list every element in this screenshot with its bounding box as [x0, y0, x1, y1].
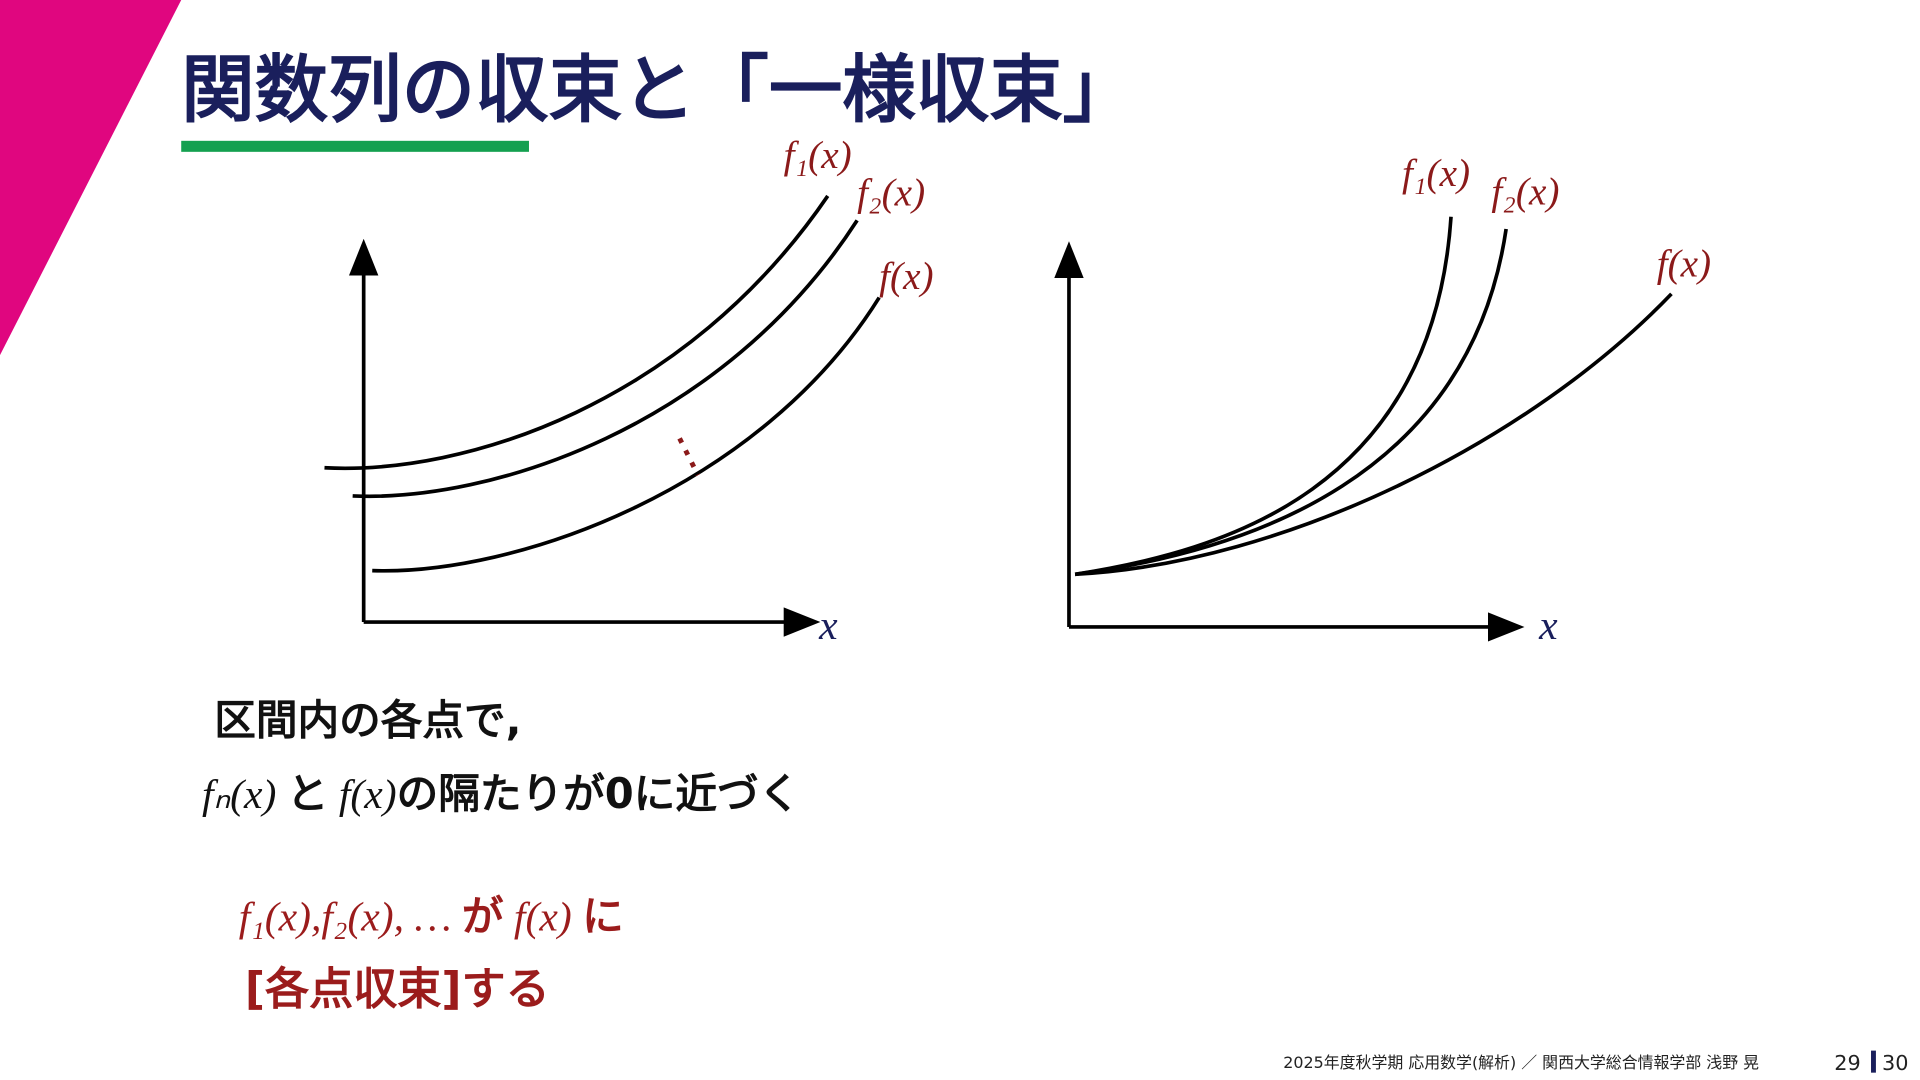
label-f: f(x)	[1657, 243, 1711, 286]
text: に	[582, 892, 624, 941]
title: 関数列の収束と「一様収束」	[181, 48, 1136, 133]
page-total: 30	[1882, 1051, 1908, 1075]
text: の隔たりが0に近づく	[397, 769, 801, 818]
body-line2: fₙ(x) と f(x)の隔たりが0に近づく	[202, 769, 800, 818]
page-separator	[1871, 1050, 1876, 1073]
x-label: x	[1538, 603, 1558, 649]
f-label: f(x)	[339, 772, 397, 818]
corner-decoration	[0, 0, 182, 356]
label-f2: f₂(x)	[1491, 170, 1559, 213]
conclusion-line1: f₁(x),f₂(x), … が f(x) に	[239, 892, 624, 941]
page-number: 29	[1834, 1051, 1860, 1075]
fn-label: fₙ(x)	[202, 772, 276, 818]
label-f1: f₁(x)	[1402, 152, 1470, 195]
text: と	[287, 769, 329, 818]
text: が	[462, 892, 504, 941]
f-label: f(x)	[514, 895, 572, 941]
label-f1: f₁(x)	[784, 134, 852, 177]
ellipsis-dots	[677, 437, 701, 477]
footer-text: 2025年度秋学期 応用数学(解析) ／ 関西大学総合情報学部 浅野 晃	[1283, 1053, 1759, 1072]
label-f: f(x)	[879, 255, 933, 298]
curve-f	[1075, 292, 1673, 577]
body-line1: 区間内の各点で,	[214, 696, 521, 745]
curve-f2	[352, 219, 859, 499]
right-graph: f₁(x) f₂(x) f(x) x	[1054, 152, 1711, 649]
conclusion-line2: [各点収束]する	[245, 964, 550, 1015]
label-f2: f₂(x)	[857, 172, 925, 215]
curve-f1	[324, 194, 830, 471]
curve-f2	[1074, 228, 1508, 577]
curve-f	[372, 296, 881, 573]
curve-f1	[1074, 216, 1453, 577]
left-graph: f₁(x) f₂(x) f(x) x	[324, 134, 934, 649]
title-underline	[181, 140, 529, 152]
x-label: x	[818, 603, 838, 649]
sequence: f₁(x),f₂(x), …	[239, 895, 452, 941]
